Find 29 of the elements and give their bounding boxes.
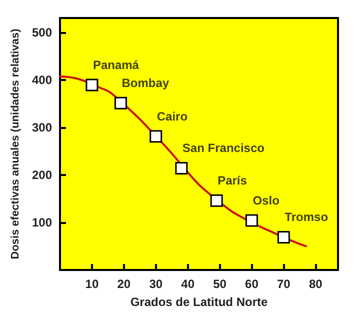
annotation: París xyxy=(218,174,248,188)
annotation: San Francisco xyxy=(182,141,264,156)
x-axis-title: Grados de Latitud Norte xyxy=(130,295,268,309)
annotation: Tromso xyxy=(284,210,328,224)
y-tick-label: 400 xyxy=(32,72,52,87)
point xyxy=(277,230,290,244)
x-tick-label: 30 xyxy=(149,277,163,291)
x-tick-label: 20 xyxy=(117,277,131,291)
x-tick-label: 60 xyxy=(245,277,259,291)
y-tick-label: 300 xyxy=(32,120,52,134)
annotation: Cairo xyxy=(156,109,188,124)
x-tick-label: 10 xyxy=(85,277,99,291)
point xyxy=(114,96,127,110)
annotation: Panamá xyxy=(92,58,140,72)
x-tick-label: 40 xyxy=(181,277,195,291)
x-tick-label: 80 xyxy=(308,277,323,291)
y-tick-label: 200 xyxy=(32,168,52,182)
y-tick-label: 100 xyxy=(32,215,52,230)
point xyxy=(245,214,258,227)
point xyxy=(210,194,223,207)
y-tick-label: 500 xyxy=(32,25,52,40)
x-tick-label: 70 xyxy=(277,277,291,291)
point xyxy=(86,78,98,92)
point xyxy=(175,162,188,174)
x-tick-label: 50 xyxy=(213,277,227,291)
annotation: Oslo xyxy=(252,194,280,208)
point xyxy=(150,130,162,143)
y-axis-title: Dosis efectivas anuales (unidades relativas) xyxy=(10,28,22,260)
annotation: Bombay xyxy=(122,76,170,90)
